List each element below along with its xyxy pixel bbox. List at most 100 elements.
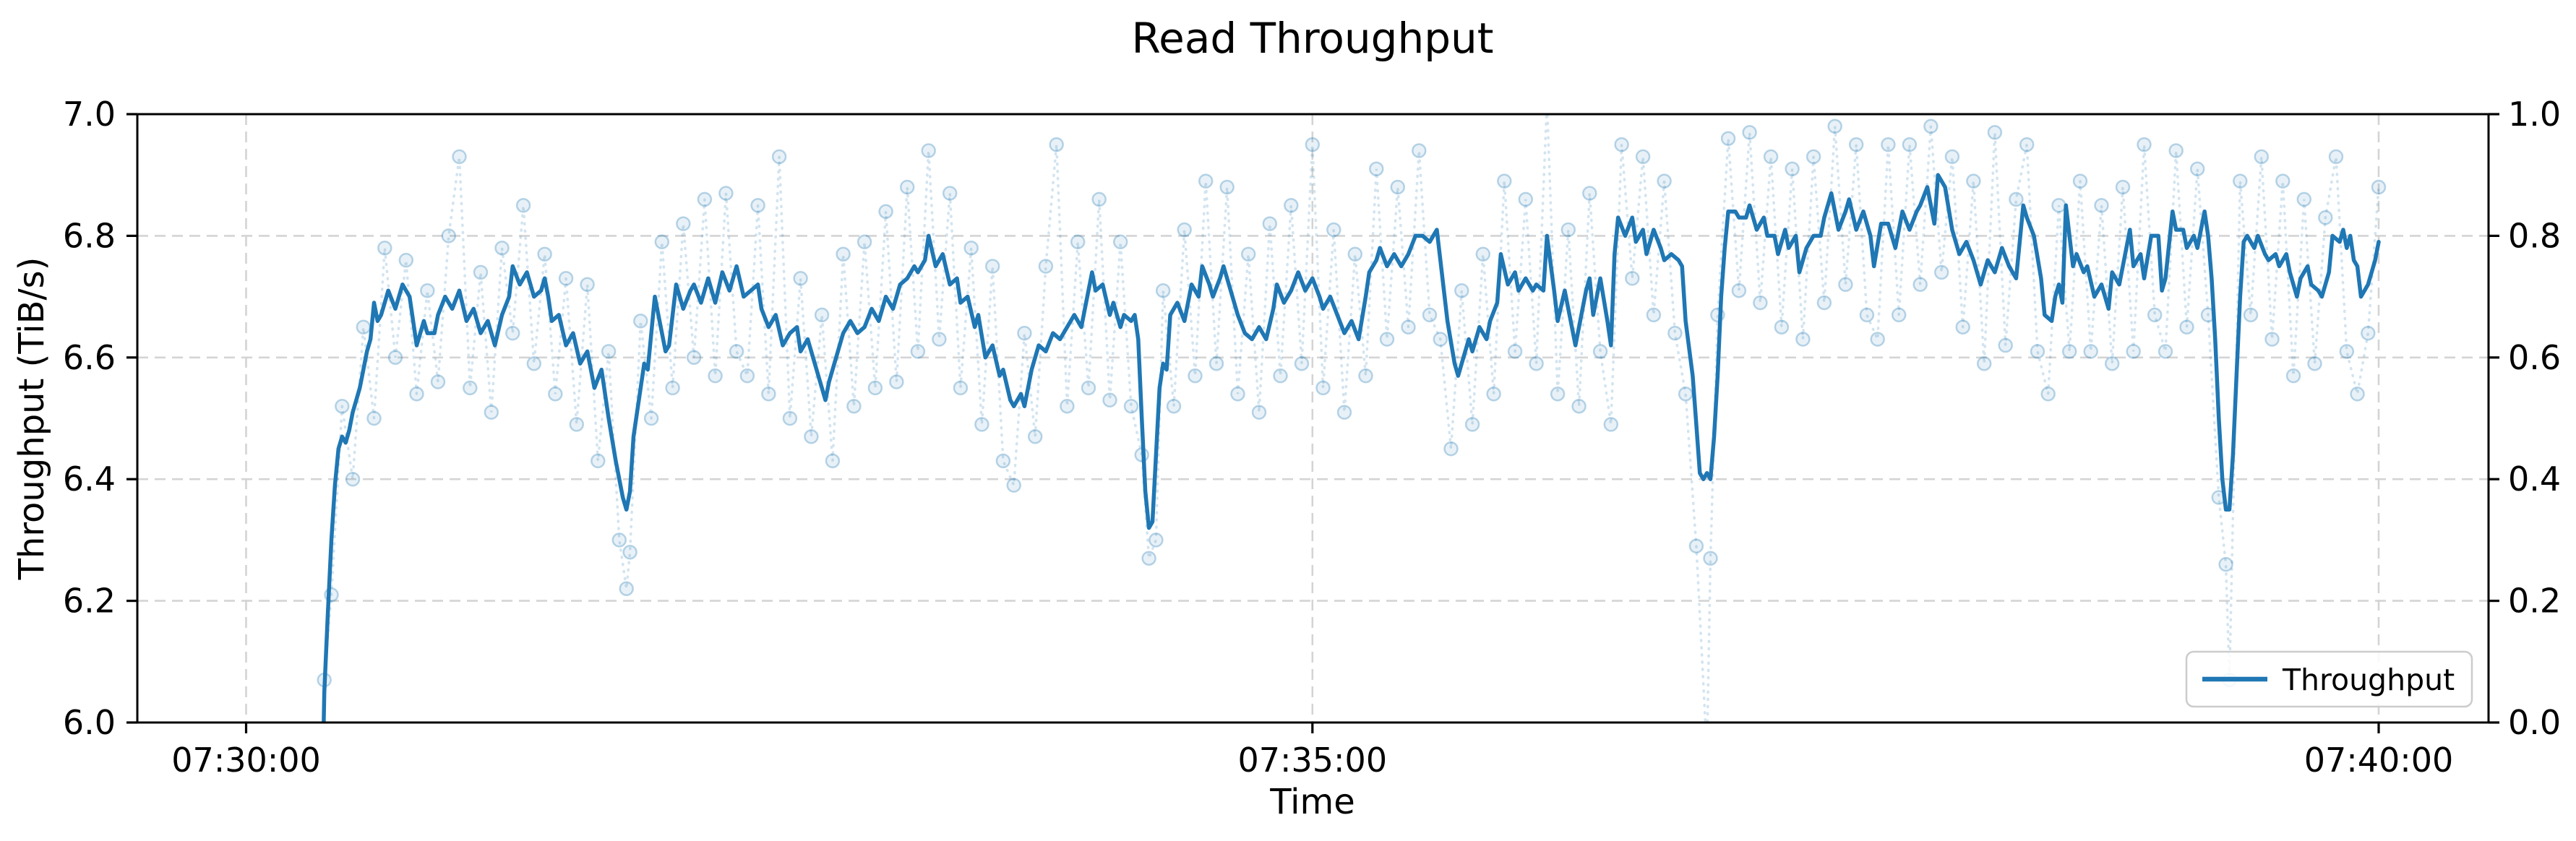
raw-scatter-point [1219,179,1235,195]
raw-scatter-point [771,149,787,165]
raw-scatter-point [484,405,499,420]
raw-scatter-point [1667,325,1683,341]
raw-scatter-point [686,350,702,366]
raw-scatter-point [995,453,1011,469]
raw-scatter-point [1390,179,1406,195]
raw-scatter-point [441,228,457,243]
raw-scatter-point [1795,332,1811,347]
raw-scatter-point [825,453,841,469]
raw-scatter-point [2296,191,2312,207]
raw-scatter-point [2243,307,2259,323]
raw-scatter-point [2350,387,2365,402]
raw-scatter-point [1251,405,1267,420]
raw-scatter-point [1358,368,1373,384]
raw-scatter-point [452,149,467,165]
raw-scatter-point [1315,380,1331,396]
raw-scatter-point [1294,355,1310,371]
raw-scatter-point [1454,283,1469,298]
y-right-tick-label: 0.4 [2508,460,2561,499]
raw-scatter-point [1529,355,1544,371]
raw-scatter-point [1347,246,1363,262]
raw-scatter-point [1497,173,1512,189]
raw-scatter-point [856,234,872,250]
raw-scatter-point [1155,283,1171,298]
raw-scatter-point [1091,191,1107,207]
y-axis-label: Throughput (TiB/s) [12,257,52,581]
raw-scatter-point [2254,149,2270,165]
raw-scatter-point [984,259,1000,274]
raw-scatter-point [1507,344,1523,359]
raw-scatter-point [537,246,552,262]
raw-scatter-point [1433,332,1448,347]
y-right-tick-label: 0.0 [2508,703,2561,742]
raw-scatter-point [633,314,648,329]
y-right-tick-label: 0.8 [2508,216,2561,255]
raw-scatter-point [2030,344,2045,359]
raw-scatter-point [2094,198,2109,213]
raw-scatter-point [1475,246,1491,262]
raw-scatter-point [1112,234,1128,250]
raw-scatter-point [1166,398,1182,414]
raw-scatter-point [963,240,979,256]
raw-scatter-point [2051,198,2066,213]
raw-scatter-point [1625,271,1640,286]
raw-scatter-point [1141,551,1156,566]
raw-scatter-point [932,332,947,347]
y-right-tick-label: 0.6 [2508,338,2561,377]
raw-samples-series [317,114,2387,723]
raw-scatter-point [494,240,510,256]
raw-scatter-point [1703,551,1718,566]
raw-scatter-point [804,429,819,444]
raw-scatter-point [1582,186,1597,201]
raw-scatter-point [1027,429,1043,444]
y-left-tick-label: 7.0 [63,95,116,134]
x-tick-label: 07:30:00 [171,741,321,780]
raw-scatter-point [420,283,435,298]
raw-scatter-point [1401,319,1416,335]
raw-scatter-point [622,544,637,560]
raw-scatter-point [2040,387,2056,402]
legend-box [2185,650,2473,708]
y-left-tick-label: 6.4 [63,460,116,499]
raw-scatter-point [1208,355,1224,371]
raw-scatter-point [2104,355,2120,371]
raw-scatter-point [1827,118,1842,134]
raw-scatter-point [953,380,969,396]
raw-scatter-point [1240,246,1256,262]
raw-scatter-point [1230,387,1245,402]
throughput-line [322,173,2381,723]
raw-scatter-point [1464,417,1480,432]
throughput-line-path [322,173,2381,723]
raw-scatter-point [335,398,350,414]
raw-scatter-point [2072,173,2088,189]
x-tick-label: 07:40:00 [2304,741,2454,780]
raw-scatter-point [377,240,392,256]
raw-scatter-point [558,271,574,286]
raw-scatter-point [878,204,893,219]
raw-scatter-point [782,410,798,426]
raw-scatter-point [1262,216,1278,231]
raw-scatter-point [1070,234,1086,250]
raw-scatter-point [1774,319,1790,335]
y-left-tick-label: 6.6 [63,338,116,377]
raw-scatter-point [2371,179,2387,195]
raw-scatter-point [2158,344,2173,359]
raw-scatter-point [665,380,680,396]
raw-scatter-point [2285,368,2301,384]
raw-scatter-point [2339,344,2355,359]
raw-scatter-markers [317,118,2387,688]
raw-scatter-point [2126,344,2141,359]
raw-scatter-point [1976,355,1992,371]
raw-scatter-point [942,186,958,201]
raw-scatter-point [654,234,670,250]
raw-scatter-point [697,191,713,207]
raw-scatter-point [526,355,542,371]
raw-scatter-point [2328,149,2344,165]
raw-scatter-point [814,307,830,323]
raw-scatter-point [366,410,382,426]
raw-scatter-point [505,325,520,341]
raw-scatter-point [1657,173,1672,189]
raw-scatter-point [2137,137,2152,152]
y-left-tick-label: 6.8 [63,216,116,255]
